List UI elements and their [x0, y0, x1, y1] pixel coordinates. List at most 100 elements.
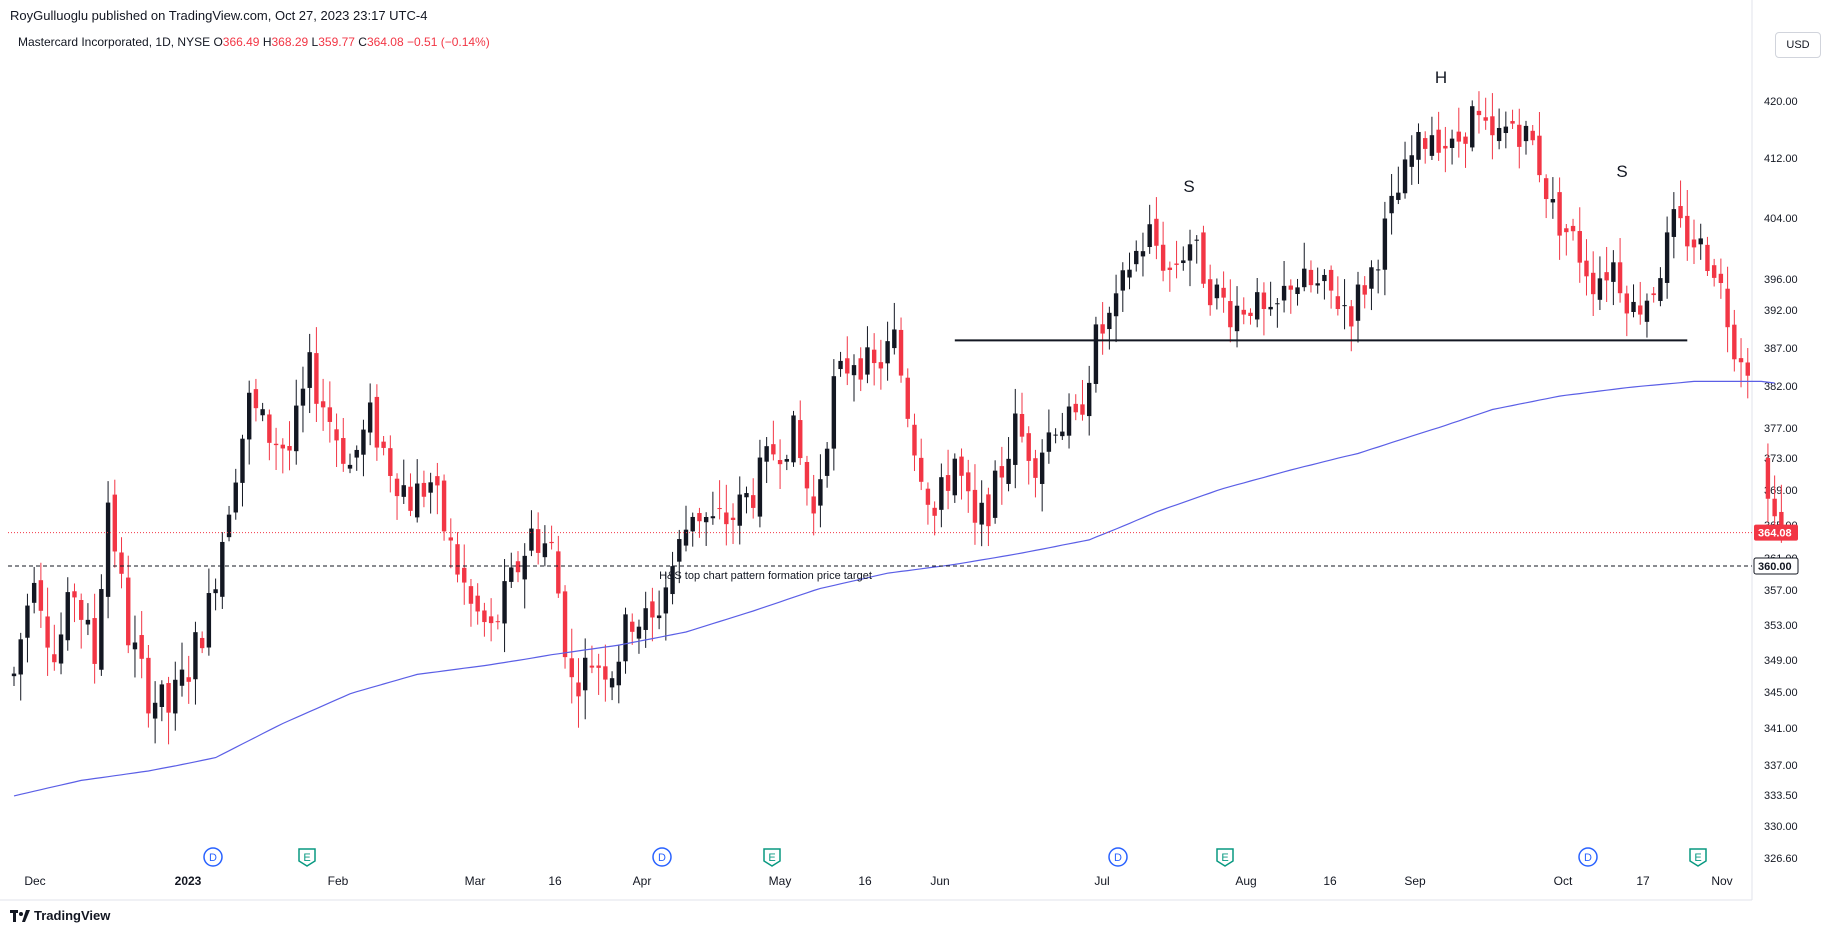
candle-body — [1658, 278, 1663, 301]
candle-body — [1248, 312, 1253, 316]
currency-button[interactable]: USD — [1775, 32, 1821, 58]
candle-body — [1322, 274, 1327, 282]
footer-brand[interactable]: TradingView — [10, 908, 110, 923]
price-tick-label: 337.00 — [1764, 760, 1798, 772]
candle-body — [199, 637, 205, 649]
event-label: D — [1584, 852, 1592, 864]
pattern-label: H — [1435, 68, 1447, 87]
candle-body — [1523, 125, 1529, 142]
candle-body — [959, 456, 964, 476]
candle-body — [1671, 209, 1677, 237]
price-tick-label: 345.00 — [1764, 687, 1798, 699]
candle-body — [710, 516, 716, 519]
price-tick-label: 326.60 — [1764, 853, 1798, 865]
candle-body — [206, 593, 212, 648]
candle-body — [462, 567, 467, 583]
price-tick-label: 412.00 — [1764, 153, 1798, 165]
candle-body — [468, 586, 474, 604]
candle-body — [105, 502, 111, 597]
candle-body — [1597, 278, 1603, 300]
candle-body — [1779, 511, 1784, 533]
candle-body — [777, 460, 783, 465]
candle-body — [589, 665, 595, 668]
candle-body — [952, 458, 957, 496]
candle-body — [52, 654, 57, 663]
candle-body — [562, 591, 568, 658]
earnings-event-icon[interactable] — [763, 848, 781, 867]
candle-body — [683, 529, 689, 546]
time-tick-label: Apr — [633, 874, 652, 888]
candle-body — [1093, 324, 1099, 384]
candle-body — [1080, 404, 1085, 415]
candle-body — [1396, 192, 1401, 200]
candle-body — [972, 489, 978, 523]
candle-body — [1140, 251, 1146, 257]
candle-body — [818, 479, 823, 506]
candle-body — [273, 443, 279, 446]
candle-body — [878, 362, 884, 369]
candle-body — [1261, 292, 1267, 310]
candle-body — [609, 678, 615, 688]
dividend-event-icon[interactable] — [652, 847, 672, 867]
candle-body — [152, 702, 158, 719]
candle-body — [1268, 306, 1273, 310]
candle-body — [146, 657, 151, 714]
candle-body — [455, 544, 460, 575]
event-label: E — [303, 852, 310, 864]
candle-body — [220, 541, 225, 597]
candle-body — [845, 358, 850, 374]
candle-body — [1221, 287, 1226, 298]
candle-body — [1691, 239, 1697, 248]
candle-body — [1604, 272, 1609, 281]
high-value: 368.29 — [271, 35, 309, 49]
candle-body — [1288, 285, 1293, 290]
candle-body — [79, 600, 84, 620]
candle-body — [45, 616, 50, 648]
candle-body — [441, 480, 447, 532]
earnings-event-icon[interactable] — [1216, 848, 1234, 867]
candle-body — [764, 446, 769, 462]
candle-body — [1174, 263, 1179, 265]
earnings-event-icon[interactable] — [1689, 848, 1707, 867]
candle-body — [25, 605, 30, 638]
event-label: D — [209, 852, 217, 864]
candle-body — [677, 539, 682, 562]
time-tick-label: May — [769, 874, 792, 888]
candle-body — [1631, 301, 1636, 312]
candle-body — [1187, 244, 1193, 261]
candle-body — [1053, 434, 1058, 436]
candle-body — [31, 582, 37, 603]
time-tick-label: Oct — [1554, 874, 1573, 888]
dividend-event-icon[interactable] — [203, 847, 223, 867]
target-price-tag — [1753, 557, 1799, 575]
candle-body — [193, 632, 198, 680]
target-annotation: H&S top chart pattern formation price ta… — [659, 570, 872, 582]
candle-body — [341, 438, 346, 464]
candle-body — [1416, 131, 1421, 160]
candle-body — [804, 461, 810, 489]
earnings-event-icon[interactable] — [298, 848, 316, 867]
candle-body — [724, 512, 729, 525]
candle-body — [159, 684, 165, 707]
last-price-tag — [1754, 524, 1798, 541]
candle-body — [885, 341, 890, 364]
candle-body — [374, 396, 380, 448]
candle-body — [1355, 284, 1361, 321]
candle-body — [1550, 199, 1556, 203]
low-label: L — [311, 35, 319, 49]
time-tick-label: 16 — [1323, 874, 1337, 888]
target-price-tag-label: 360.00 — [1758, 561, 1792, 573]
candle-body — [697, 513, 702, 522]
candle-body — [1362, 285, 1367, 295]
price-tick-label: 341.00 — [1764, 723, 1798, 735]
candle-body — [999, 466, 1005, 478]
dividend-event-icon[interactable] — [1578, 847, 1598, 867]
high-label: H — [262, 35, 272, 49]
dividend-event-icon[interactable] — [1108, 847, 1128, 867]
candle-body — [623, 614, 628, 662]
candle-body — [1496, 127, 1502, 142]
candle-body — [1705, 244, 1710, 272]
candle-body — [1100, 324, 1105, 334]
candle-body — [186, 677, 191, 682]
